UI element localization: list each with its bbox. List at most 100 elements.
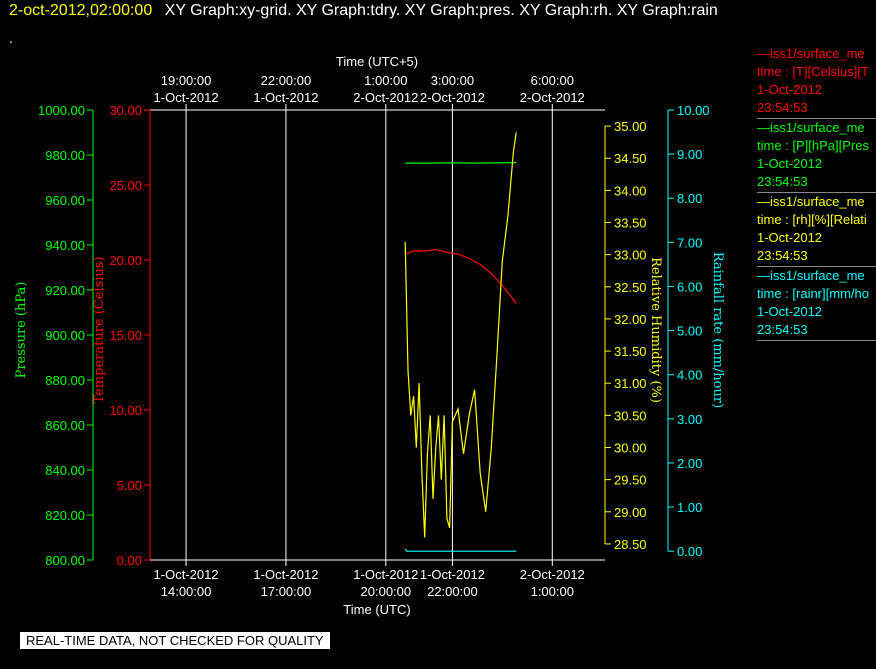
- legend-time: 23:54:53: [757, 322, 808, 337]
- x-top-tick-label-time: 22:00:00: [261, 73, 312, 88]
- legend-entry-pressure: —iss1/surface_me time : [P][hPa][Pres 1-…: [757, 119, 876, 193]
- legend-time: 23:54:53: [757, 174, 808, 189]
- legend-source: —iss1/surface_me: [757, 46, 865, 61]
- legend-entry-humidity: —iss1/surface_me time : [rh][%][Relati 1…: [757, 193, 876, 267]
- legend-entry-temperature: —iss1/surface_me time : [T][Celsius][T 1…: [757, 45, 876, 119]
- y-tick-label-temp: 5.00: [117, 478, 142, 493]
- y-tick-label-pres: 960.00: [45, 193, 85, 208]
- legend-date: 1-Oct-2012: [757, 82, 823, 97]
- x-tick-label-time: 14:00:00: [161, 584, 212, 599]
- y-axis-label-pres: Pressure (hPa): [14, 282, 29, 379]
- y-tick-label-rh: 29.00: [614, 505, 647, 520]
- y-tick-label-rh: 32.00: [614, 312, 647, 327]
- y-tick-label-rain: 10.00: [677, 103, 710, 118]
- series-line-temp: [404, 248, 517, 304]
- legend-date: 1-Oct-2012: [757, 304, 823, 319]
- y-tick-label-pres: 860.00: [45, 418, 85, 433]
- y-tick-label-rh: 31.00: [614, 376, 647, 391]
- x-top-tick-label-time: 6:00:00: [531, 73, 574, 88]
- y-tick-label-rain: 6.00: [677, 279, 702, 294]
- y-tick-label-rain: 3.00: [677, 412, 702, 427]
- x-tick-label-date: 1-Oct-2012: [420, 567, 485, 582]
- quality-warning: REAL-TIME DATA, NOT CHECKED FOR QUALITY: [20, 632, 330, 649]
- y-tick-label-temp: 30.00: [109, 103, 142, 118]
- y-axis-label-rh: Relative Humidity (%): [648, 257, 663, 403]
- legend: —iss1/surface_me time : [T][Celsius][T 1…: [757, 45, 876, 341]
- y-tick-label-rain: 7.00: [677, 235, 702, 250]
- legend-variable: time : [rainr][mm/ho: [757, 286, 869, 301]
- x-tick-label-time: 17:00:00: [261, 584, 312, 599]
- y-tick-label-rh: 33.50: [614, 216, 647, 231]
- y-tick-label-rh: 30.50: [614, 408, 647, 423]
- y-tick-label-rh: 33.00: [614, 248, 647, 263]
- x-tick-label-date: 1-Oct-2012: [253, 567, 318, 582]
- x-top-tick-label-date: 2-Oct-2012: [520, 90, 585, 105]
- x-top-tick-label-date: 1-Oct-2012: [253, 90, 318, 105]
- x-tick-label-time: 22:00:00: [427, 584, 478, 599]
- x-top-tick-label-time: 1:00:00: [364, 73, 407, 88]
- x-top-tick-label-time: 3:00:00: [431, 73, 474, 88]
- x-tick-label-date: 1-Oct-2012: [353, 567, 418, 582]
- header-dot: .: [9, 30, 13, 46]
- series-line-pres: [405, 162, 517, 164]
- y-tick-label-rh: 31.50: [614, 344, 647, 359]
- legend-time: 23:54:53: [757, 100, 808, 115]
- header-graph-list: XY Graph:xy-grid. XY Graph:tdry. XY Grap…: [164, 2, 718, 19]
- legend-date: 1-Oct-2012: [757, 156, 823, 171]
- y-tick-label-pres: 900.00: [45, 328, 85, 343]
- header-datetime: 2-oct-2012,02:00:00: [9, 2, 153, 19]
- y-tick-label-rain: 8.00: [677, 191, 702, 206]
- legend-source: —iss1/surface_me: [757, 194, 865, 209]
- y-tick-label-rh: 28.50: [614, 537, 647, 552]
- x-tick-label-time: 1:00:00: [531, 584, 574, 599]
- x-axis-label-bottom: Time (UTC): [343, 602, 410, 617]
- y-tick-label-rh: 34.50: [614, 151, 647, 166]
- y-tick-label-rh: 30.00: [614, 441, 647, 456]
- y-tick-label-pres: 920.00: [45, 283, 85, 298]
- legend-variable: time : [P][hPa][Pres: [757, 138, 869, 153]
- x-tick-label-date: 1-Oct-2012: [154, 567, 219, 582]
- legend-entry-rainfall: —iss1/surface_me time : [rainr][mm/ho 1-…: [757, 267, 876, 341]
- y-tick-label-rain: 4.00: [677, 368, 702, 383]
- y-tick-label-temp: 0.00: [117, 553, 142, 568]
- y-tick-label-temp: 10.00: [109, 403, 142, 418]
- legend-variable: time : [rh][%][Relati: [757, 212, 867, 227]
- y-tick-label-rain: 0.00: [677, 544, 702, 559]
- y-tick-label-rh: 32.50: [614, 280, 647, 295]
- y-tick-label-rain: 1.00: [677, 500, 702, 515]
- x-axis-label-top: Time (UTC+5): [336, 54, 418, 69]
- series-line-rh: [404, 132, 517, 538]
- y-axis-label-temp: Temperature (Celsius): [92, 256, 107, 403]
- y-tick-label-pres: 840.00: [45, 463, 85, 478]
- x-top-tick-label-date: 2-Oct-2012: [420, 90, 485, 105]
- x-top-tick-label-time: 19:00:00: [161, 73, 212, 88]
- y-tick-label-temp: 25.00: [109, 178, 142, 193]
- legend-variable: time : [T][Celsius][T: [757, 64, 869, 79]
- x-tick-label-time: 20:00:00: [361, 584, 412, 599]
- y-tick-label-pres: 820.00: [45, 508, 85, 523]
- y-tick-label-rh: 35.00: [614, 119, 647, 134]
- y-tick-label-rain: 2.00: [677, 456, 702, 471]
- y-tick-label-pres: 1000.00: [38, 103, 85, 118]
- series-line-rain: [404, 548, 517, 552]
- y-tick-label-rh: 34.00: [614, 183, 647, 198]
- y-tick-label-pres: 940.00: [45, 238, 85, 253]
- graph-header: 2-oct-2012,02:00:00 XY Graph:xy-grid. XY…: [9, 2, 718, 20]
- y-tick-label-rh: 29.50: [614, 473, 647, 488]
- legend-source: —iss1/surface_me: [757, 120, 865, 135]
- y-axis-label-rain: Rainfall rate (mm/hour): [710, 252, 725, 408]
- y-tick-label-rain: 9.00: [677, 147, 702, 162]
- legend-time: 23:54:53: [757, 248, 808, 263]
- x-top-tick-label-date: 2-Oct-2012: [353, 90, 418, 105]
- y-tick-label-rain: 5.00: [677, 324, 702, 339]
- x-tick-label-date: 2-Oct-2012: [520, 567, 585, 582]
- y-tick-label-temp: 15.00: [109, 328, 142, 343]
- y-tick-label-pres: 980.00: [45, 148, 85, 163]
- legend-date: 1-Oct-2012: [757, 230, 823, 245]
- y-tick-label-pres: 880.00: [45, 373, 85, 388]
- legend-source: —iss1/surface_me: [757, 268, 865, 283]
- y-tick-label-temp: 20.00: [109, 253, 142, 268]
- y-tick-label-pres: 800.00: [45, 553, 85, 568]
- x-top-tick-label-date: 1-Oct-2012: [154, 90, 219, 105]
